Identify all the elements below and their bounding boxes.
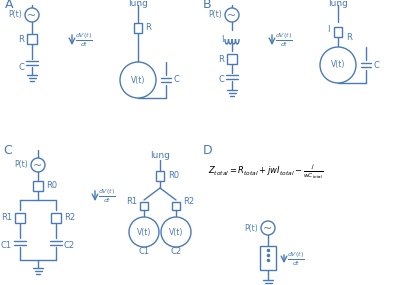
Text: ~: ~ bbox=[33, 160, 43, 170]
Text: $Z_{total} = R_{total} + jwI_{total} - \frac{j}{wC_{total}}$: $Z_{total} = R_{total} + jwI_{total} - \… bbox=[208, 162, 324, 181]
Text: C: C bbox=[374, 60, 380, 70]
Text: R1: R1 bbox=[1, 213, 12, 223]
Text: R0: R0 bbox=[168, 172, 179, 180]
Bar bbox=[172, 202, 180, 210]
Text: $\frac{dV(t)}{dt}$: $\frac{dV(t)}{dt}$ bbox=[98, 187, 116, 205]
Text: C2: C2 bbox=[64, 241, 75, 251]
Text: R2: R2 bbox=[64, 213, 75, 223]
Bar bbox=[260, 246, 276, 270]
Text: C: C bbox=[218, 76, 224, 84]
Bar bbox=[140, 202, 148, 210]
Text: P(t): P(t) bbox=[208, 11, 222, 19]
Bar bbox=[33, 181, 43, 191]
Text: lung: lung bbox=[328, 0, 348, 7]
Text: R1: R1 bbox=[126, 198, 137, 207]
Text: P(t): P(t) bbox=[8, 11, 22, 19]
Bar bbox=[51, 213, 61, 223]
Text: R: R bbox=[18, 34, 24, 44]
Text: R0: R0 bbox=[46, 182, 57, 190]
Text: lung: lung bbox=[128, 0, 148, 7]
Text: C: C bbox=[18, 62, 24, 72]
Text: ~: ~ bbox=[27, 11, 37, 21]
Circle shape bbox=[120, 62, 156, 98]
Text: $\frac{dV(t)}{dt}$: $\frac{dV(t)}{dt}$ bbox=[75, 31, 93, 49]
Bar bbox=[27, 34, 37, 44]
Text: $\frac{dV(t)}{dt}$: $\frac{dV(t)}{dt}$ bbox=[275, 31, 293, 49]
Text: R2: R2 bbox=[183, 198, 194, 207]
Bar bbox=[156, 171, 164, 181]
Circle shape bbox=[320, 47, 356, 83]
Circle shape bbox=[161, 217, 191, 247]
Bar bbox=[134, 23, 142, 33]
Text: V(t): V(t) bbox=[131, 76, 145, 84]
Text: P(t): P(t) bbox=[244, 223, 258, 233]
Text: R: R bbox=[218, 54, 224, 64]
Bar bbox=[15, 213, 25, 223]
Text: P(t): P(t) bbox=[14, 160, 28, 170]
Circle shape bbox=[25, 8, 39, 22]
Text: V(t): V(t) bbox=[137, 227, 151, 237]
Text: C: C bbox=[174, 76, 180, 84]
Circle shape bbox=[31, 158, 45, 172]
Text: ~: ~ bbox=[263, 223, 273, 233]
Text: B: B bbox=[203, 0, 212, 11]
Text: ~: ~ bbox=[227, 11, 237, 21]
Text: A: A bbox=[5, 0, 14, 11]
Bar bbox=[334, 27, 342, 37]
Text: C1: C1 bbox=[138, 247, 150, 256]
Text: V(t): V(t) bbox=[169, 227, 183, 237]
Text: D: D bbox=[203, 144, 213, 156]
Text: R: R bbox=[346, 34, 352, 42]
Text: C: C bbox=[3, 144, 12, 156]
Text: C2: C2 bbox=[170, 247, 182, 256]
Text: V(t): V(t) bbox=[331, 60, 345, 70]
Text: C1: C1 bbox=[1, 241, 12, 251]
Bar bbox=[227, 54, 237, 64]
Text: R: R bbox=[145, 23, 151, 32]
Circle shape bbox=[225, 8, 239, 22]
Text: lung: lung bbox=[150, 150, 170, 160]
Text: $\frac{dV(t)}{dt}$: $\frac{dV(t)}{dt}$ bbox=[287, 250, 305, 268]
Circle shape bbox=[129, 217, 159, 247]
Text: I: I bbox=[222, 34, 224, 44]
Text: I: I bbox=[328, 25, 330, 34]
Circle shape bbox=[261, 221, 275, 235]
